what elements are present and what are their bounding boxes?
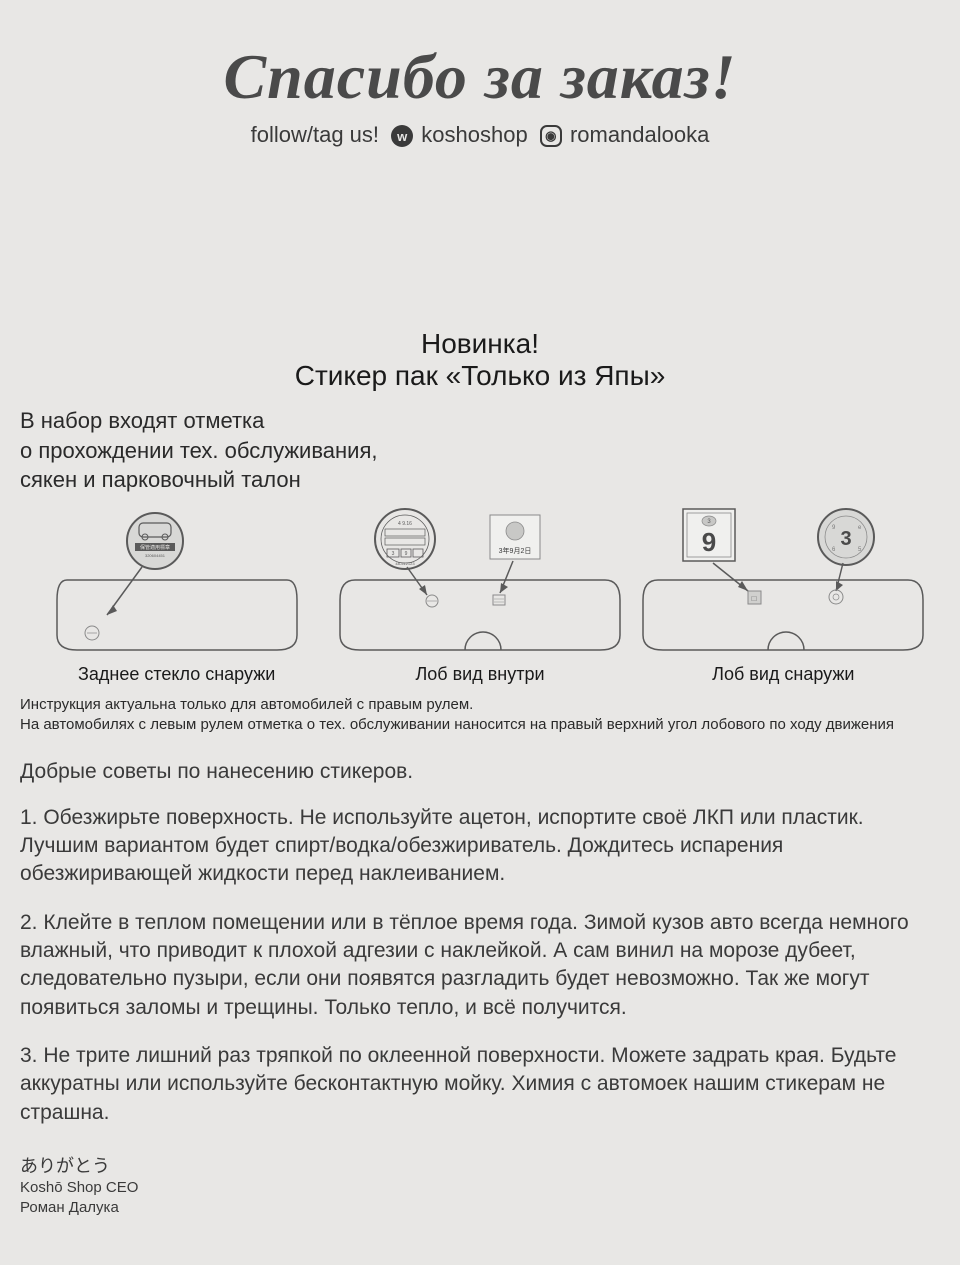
svg-text:4 9.16: 4 9.16 [398,521,412,527]
footnote-line: На автомобилях с левым рулем отметка о т… [20,715,940,735]
contents-line: о прохождении тех. обслуживания, [20,436,940,466]
tip-item: 1. Обезжирьте поверхность. Не используйт… [20,804,940,889]
new-label: Новинка! [20,328,940,360]
headline: Спасибо за заказ! [20,40,940,114]
ig-handle: romandalooka [570,122,709,147]
social-line: follow/tag us! w koshoshop ◉ romandalook… [20,122,940,148]
svg-text:3: 3 [841,528,852,550]
svg-text:9: 9 [405,551,408,557]
diagram-front-outside: 3 9 3 9 e 6 5 [637,505,930,685]
contents-line: В набор входят отметка [20,406,940,436]
diagrams-row: 保管適用標章 320604451 Заднее стекло снаружи [30,505,930,685]
svg-text:□: □ [752,594,757,603]
signature-title: Koshō Shop CEO [20,1178,940,1198]
product-name: Стикер пак «Только из Япы» [20,360,940,392]
vk-icon: w [391,125,413,147]
footnote-line: Инструкция актуальна только для автомоби… [20,695,940,715]
social-prefix: follow/tag us! [251,122,379,147]
svg-text:保管適用標章: 保管適用標章 [140,544,170,551]
product-heading: Новинка! Стикер пак «Только из Япы» [20,328,940,392]
contents-line: сякен и парковочный талон [20,465,940,495]
diagram-caption: Заднее стекло снаружи [30,664,323,685]
badge-date-text: 3年9月2日 [499,546,532,555]
svg-text:3: 3 [392,551,395,557]
signature-name: Роман Далука [20,1198,940,1218]
diagram-rear-outside: 保管適用標章 320604451 Заднее стекло снаружи [30,505,323,685]
svg-text:320604451: 320604451 [145,553,166,558]
svg-text:9: 9 [702,527,716,557]
footnote: Инструкция актуальна только для автомоби… [20,695,940,736]
signature-jp: ありがとう [20,1155,940,1178]
diagram-front-inside: 4 9.16 3 9 48-512123 3年9月2日 [333,505,626,685]
contents-text: В набор входят отметка о прохождении тех… [20,406,940,495]
tip-item: 3. Не трите лишний раз тряпкой по оклеен… [20,1042,940,1127]
instagram-icon: ◉ [540,125,562,147]
tip-item: 2. Клейте в теплом помещении или в тёпло… [20,909,940,1022]
vk-handle: koshoshop [421,122,527,147]
diagram-caption: Лоб вид внутри [333,664,626,685]
signature: ありがとう Koshō Shop CEO Роман Далука [20,1155,940,1217]
diagram-caption: Лоб вид снаружи [637,664,930,685]
tips-title: Добрые советы по нанесению стикеров. [20,760,940,784]
svg-text:48-512123: 48-512123 [395,561,415,566]
